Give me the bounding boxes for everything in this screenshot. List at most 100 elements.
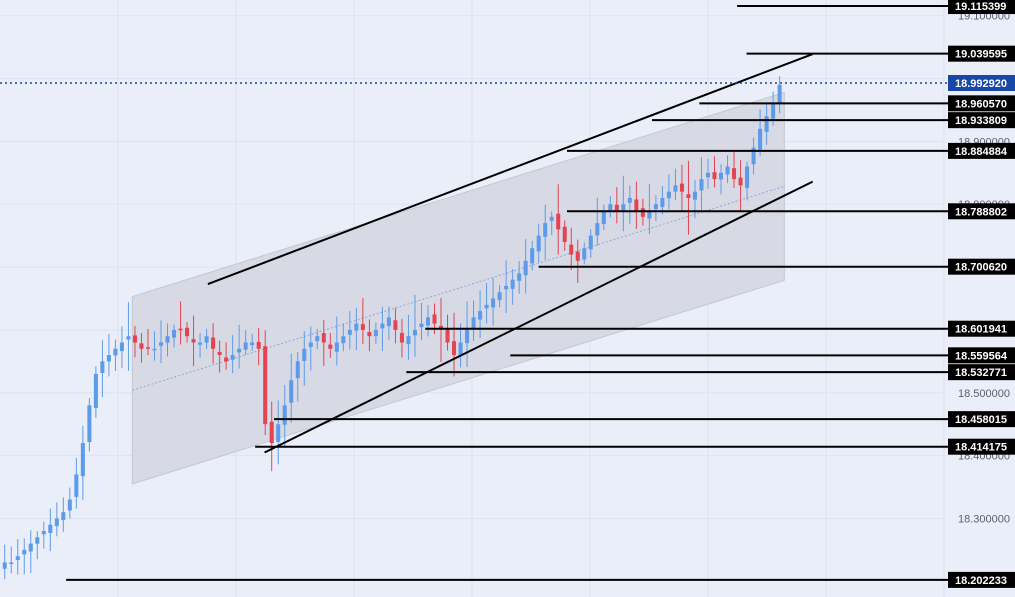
candle: [601, 204, 606, 230]
candle: [41, 521, 46, 549]
candle-body: [276, 424, 281, 442]
candle: [425, 305, 431, 337]
candle-body: [93, 373, 98, 408]
candle-body: [321, 333, 326, 343]
candle: [621, 175, 626, 232]
candles: [2, 76, 782, 580]
trend-line: [264, 180, 814, 454]
candle-body: [497, 292, 502, 301]
level-tag-box: [948, 571, 1015, 588]
level-price-tag: 18.532771: [948, 364, 1015, 381]
level-price-tag: 18.458015: [948, 411, 1015, 428]
level-tag-label: 18.601941: [955, 324, 1007, 336]
candle-body: [504, 285, 509, 290]
candle-body: [191, 339, 196, 343]
candle: [256, 327, 261, 366]
current-price-tag: 18.992920: [948, 75, 1015, 92]
candle-body: [224, 357, 229, 362]
level-tag-label: 18.559564: [955, 350, 1008, 362]
level-tag-box: [948, 45, 1015, 62]
candle-body: [582, 248, 587, 260]
candle-body: [54, 518, 59, 527]
candle-body: [705, 172, 711, 178]
candle-body: [399, 332, 404, 343]
candle-body: [595, 223, 600, 236]
level-tag-box: [948, 95, 1015, 112]
candle: [536, 224, 541, 263]
candle-body: [562, 226, 567, 242]
candle: [178, 301, 183, 345]
candle-body: [152, 348, 157, 351]
candle: [74, 457, 79, 509]
price-tick-label: 18.500000: [958, 388, 1010, 400]
candle: [504, 260, 509, 314]
candle: [282, 384, 287, 447]
regression-midline: [132, 185, 785, 391]
candle: [458, 323, 463, 368]
candle: [360, 298, 365, 345]
candle: [634, 181, 639, 229]
candle-body: [647, 210, 652, 219]
candle-body: [777, 84, 782, 104]
candle: [158, 320, 164, 364]
candle-body: [425, 317, 431, 326]
candle: [302, 331, 307, 386]
candle-body: [543, 223, 548, 237]
level-tag-label: 18.960570: [955, 98, 1007, 110]
level-price-tag: 18.933809: [948, 112, 1015, 129]
candle-body: [204, 336, 209, 343]
level-price-tag: 18.884884: [948, 142, 1015, 159]
level-price-tag: 18.202233: [948, 571, 1015, 588]
candle: [250, 333, 255, 352]
candle-body: [165, 336, 170, 343]
candle-body: [419, 323, 424, 328]
level-tag-box: [948, 364, 1015, 381]
candle: [28, 530, 33, 573]
candle: [614, 187, 619, 224]
candle: [100, 340, 105, 397]
candle: [308, 326, 313, 371]
candle: [478, 290, 483, 338]
level-tag-box: [948, 438, 1015, 455]
candle-body: [614, 204, 619, 211]
candle: [145, 328, 151, 356]
candle-body: [237, 348, 242, 353]
candle: [686, 160, 691, 235]
candle: [341, 323, 346, 352]
candle-body: [9, 562, 14, 565]
trend-line: [207, 53, 814, 285]
candle-body: [282, 405, 287, 425]
candle: [588, 229, 593, 258]
candle-body: [256, 341, 261, 349]
candle-body: [341, 336, 346, 344]
candle-body: [386, 317, 391, 327]
candle-body: [328, 344, 333, 349]
candle: [764, 103, 769, 145]
candle: [172, 324, 177, 348]
candle: [198, 333, 203, 358]
candle-body: [588, 235, 593, 250]
level-price-tag: 18.601941: [948, 320, 1015, 337]
candle: [15, 539, 20, 575]
candle-body: [452, 341, 457, 356]
candle-body: [725, 166, 730, 175]
candle: [165, 323, 170, 357]
candle-body: [308, 342, 313, 347]
candle: [497, 284, 502, 308]
level-price-tag: 18.788802: [948, 203, 1015, 220]
level-price-tag: 18.559564: [948, 347, 1015, 364]
candle: [751, 137, 756, 175]
candle-body: [699, 179, 704, 191]
candle: [87, 398, 92, 452]
candle-body: [556, 213, 561, 230]
candle-body: [48, 524, 53, 533]
candle-body: [627, 197, 632, 203]
level-tag-box: [948, 142, 1015, 159]
candle-body: [738, 177, 743, 186]
candle: [328, 332, 333, 358]
candle: [484, 282, 489, 324]
candle: [653, 195, 658, 222]
candle: [399, 319, 404, 358]
